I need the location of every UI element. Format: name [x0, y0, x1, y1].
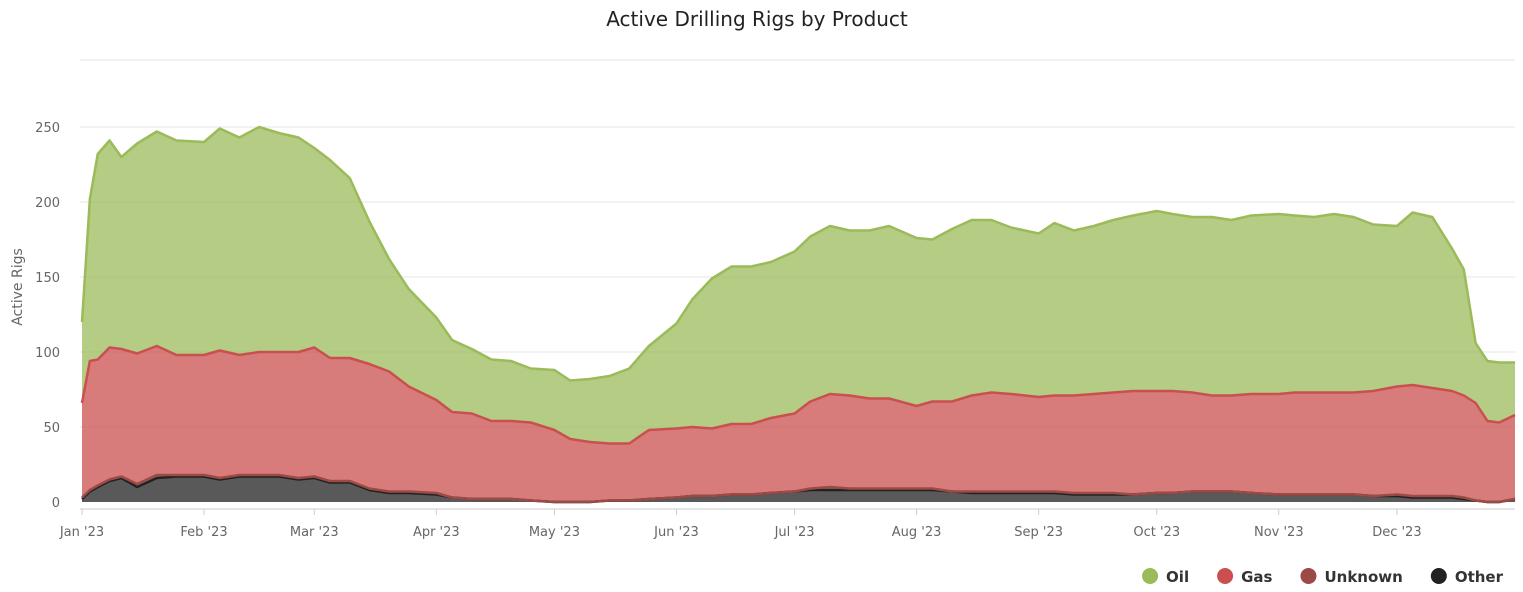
x-tick-label: Jun '23: [653, 525, 699, 540]
y-axis-ticks: 0 50 100 150 200 250: [35, 121, 60, 511]
legend-marker-icon: [1300, 568, 1317, 584]
y-tick-label: 0: [52, 496, 60, 511]
unknown-series-line: [81, 473, 1516, 504]
series-areas: [82, 127, 1515, 502]
x-tick-label: Mar '23: [290, 525, 339, 540]
oil-series-line: [80, 125, 1515, 382]
x-tick-label: Sep '23: [1014, 525, 1063, 540]
legend-marker-icon: [1217, 568, 1234, 584]
legend-label: Other: [1455, 568, 1504, 586]
legend-item-unknown[interactable]: Unknown: [1300, 568, 1403, 586]
legend-label: Gas: [1241, 568, 1272, 586]
x-tick-label: Jul '23: [774, 525, 815, 540]
legend-label: Unknown: [1324, 568, 1402, 586]
legend-item-gas[interactable]: Gas: [1217, 568, 1273, 586]
legend-item-oil[interactable]: Oil: [1142, 568, 1189, 586]
y-tick-label: 150: [35, 271, 60, 286]
legend-item-other[interactable]: Other: [1430, 568, 1504, 586]
x-tick-label: Jan '23: [59, 525, 104, 540]
oil-series-area: [82, 127, 1515, 444]
x-axis-ticks: Jan '23 Feb '23 Mar '23 Apr '23 May '23 Jun '…: [59, 509, 1422, 540]
y-tick-label: 50: [43, 421, 60, 436]
legend-marker-icon: [1430, 568, 1447, 584]
y-tick-label: 250: [35, 121, 60, 136]
x-tick-label: Feb '23: [180, 525, 227, 540]
x-tick-label: May '23: [529, 525, 580, 540]
x-tick-label: Apr '23: [413, 525, 460, 540]
gas-series-area: [82, 346, 1515, 502]
legend-label: Oil: [1166, 568, 1189, 586]
x-tick-label: Nov '23: [1254, 525, 1304, 540]
gas-series-line: [80, 344, 1516, 445]
chart-title: Active Drilling Rigs by Product: [606, 7, 908, 31]
legend: Oil Gas Unknown Other: [1142, 568, 1504, 586]
y-axis-label: Active Rigs: [10, 248, 26, 326]
x-tick-label: Aug '23: [892, 525, 942, 540]
y-tick-label: 200: [35, 196, 60, 211]
legend-marker-icon: [1142, 568, 1159, 584]
series-lines: [80, 125, 1516, 504]
x-tick-label: Oct '23: [1133, 525, 1180, 540]
y-tick-label: 100: [35, 346, 60, 361]
x-tick-label: Dec '23: [1372, 525, 1421, 540]
